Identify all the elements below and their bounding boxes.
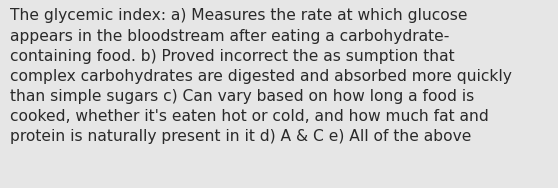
Text: The glycemic index: a) Measures the rate at which glucose
appears in the bloodst: The glycemic index: a) Measures the rate… bbox=[10, 8, 512, 144]
